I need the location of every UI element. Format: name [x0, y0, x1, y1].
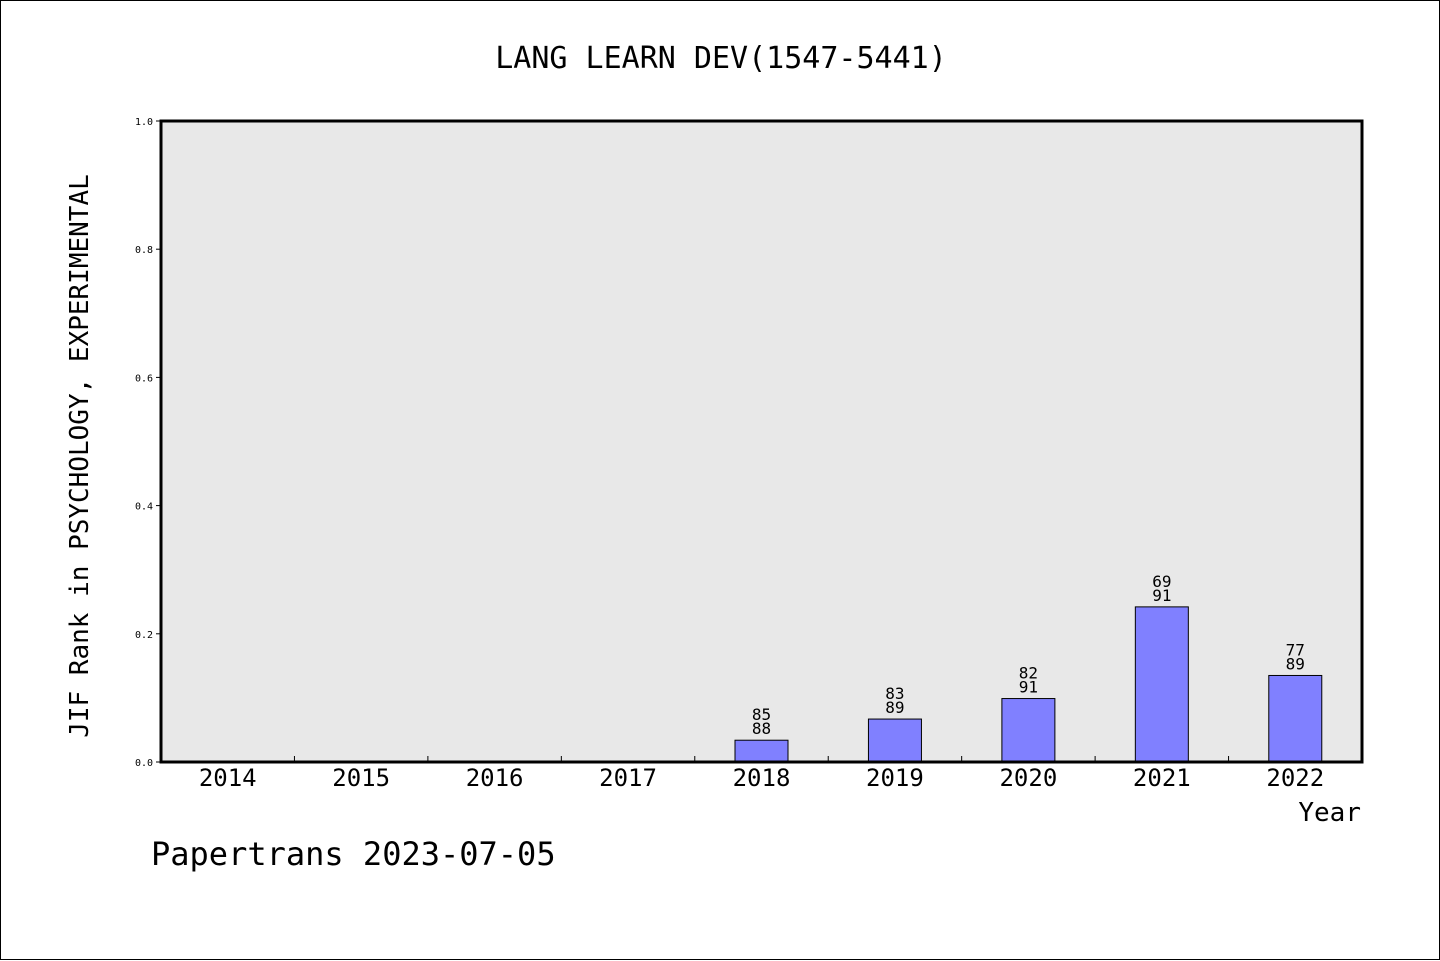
x-tick-label: 2016: [466, 764, 524, 792]
ticks-layer: 0.0 0.2 0.4 0.6 0.8 1.0 2014 2015 2016 2017 2018 20…: [135, 117, 1324, 792]
bar-label-rank: 85: [752, 705, 771, 724]
x-tick-label: 2015: [332, 764, 390, 792]
bar-label-rank: 83: [885, 684, 904, 703]
bar: [1134, 606, 1189, 763]
x-tick-label: 2017: [599, 764, 657, 792]
bar-label-total: 91: [1019, 678, 1038, 697]
y-tick-label: 0.2: [135, 630, 153, 641]
bar: [1268, 674, 1323, 763]
y-tick-label: 0.0: [135, 758, 153, 769]
bar-label-total: 89: [1286, 654, 1305, 673]
y-tick-label: 1.0: [135, 117, 153, 128]
y-axis-label: JIF Rank in PSYCHOLOGY, EXPERIMENTAL: [65, 174, 95, 738]
x-tick-label: 2021: [1133, 764, 1191, 792]
x-tick-label: 2022: [1266, 764, 1324, 792]
plot-frame: [159, 119, 1364, 764]
x-tick-label: 2018: [733, 764, 791, 792]
chart-title: LANG LEARN DEV(1547-5441): [495, 41, 947, 76]
bar: [867, 718, 922, 763]
x-tick-label: 2019: [866, 764, 924, 792]
bars-layer: [734, 606, 1323, 763]
x-axis-label: Year: [1298, 798, 1361, 828]
bar-label-total: 88: [752, 719, 771, 738]
bar-label-total: 89: [885, 698, 904, 717]
bar-label-rank: 77: [1286, 640, 1305, 659]
x-tick-label: 2020: [999, 764, 1057, 792]
y-tick-label: 0.8: [135, 245, 153, 256]
y-tick-label: 0.6: [135, 373, 153, 384]
x-tick-label: 2014: [199, 764, 257, 792]
bar-label-rank: 82: [1019, 664, 1038, 683]
bar-label-rank: 69: [1152, 572, 1171, 591]
footer-credit: Papertrans 2023-07-05: [151, 835, 556, 873]
y-tick-label: 0.4: [135, 502, 153, 513]
bar: [1001, 698, 1056, 763]
bar: [734, 739, 789, 763]
bar-label-total: 91: [1152, 586, 1171, 605]
